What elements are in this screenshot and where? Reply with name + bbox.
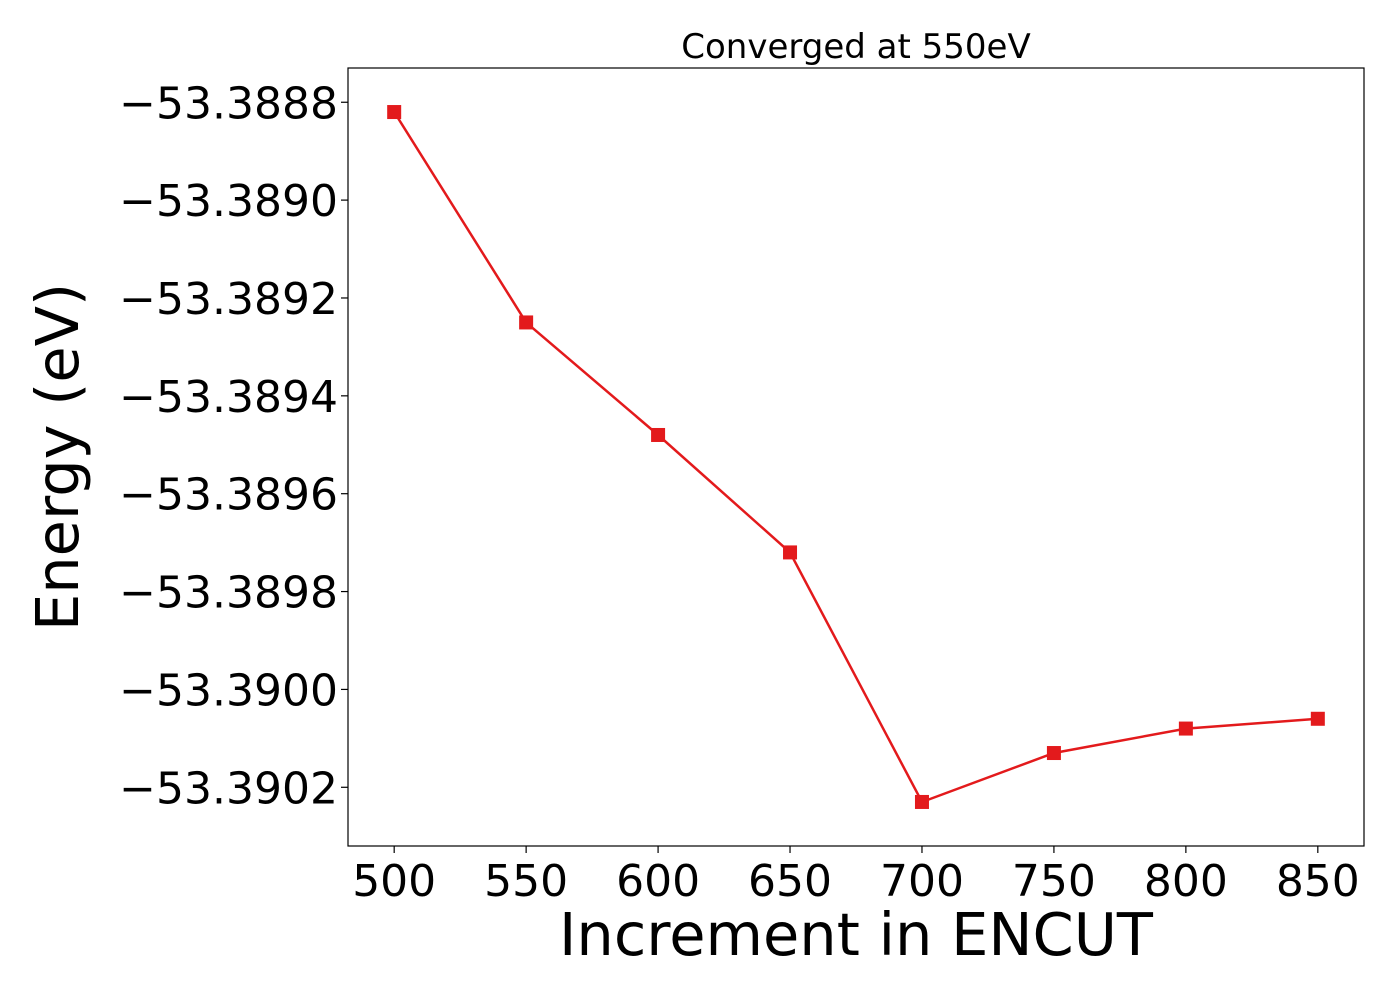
data-point-marker xyxy=(914,794,929,809)
data-point-marker xyxy=(1310,711,1325,726)
data-point-marker xyxy=(783,545,798,560)
x-tick-label: 800 xyxy=(1144,856,1228,907)
y-tick-label: −53.3896 xyxy=(119,470,338,521)
x-tick-label: 750 xyxy=(1012,856,1096,907)
x-tick-label: 850 xyxy=(1276,856,1360,907)
y-tick-label: −53.3890 xyxy=(119,176,338,227)
series-layer xyxy=(387,105,1325,809)
data-point-marker xyxy=(651,427,666,442)
x-tick-label: 550 xyxy=(484,856,568,907)
data-point-marker xyxy=(1046,746,1061,761)
x-axis-ticks: 500 550 600 650 700 750 800 850 xyxy=(352,846,1360,907)
y-tick-label: −53.3900 xyxy=(119,665,338,716)
y-tick-label: −53.3902 xyxy=(119,763,338,814)
x-axis-label: Increment in ENCUT xyxy=(559,900,1154,969)
x-tick-label: 650 xyxy=(748,856,832,907)
plot-frame xyxy=(347,67,1365,847)
x-tick-label: 500 xyxy=(352,856,436,907)
data-point-marker xyxy=(519,315,534,330)
y-axis-ticks: −53.3888 −53.3890 −53.3892 −53.3894 −53.3896… xyxy=(119,78,348,814)
data-point-marker xyxy=(1178,721,1193,736)
chart-title: Converged at 550eV xyxy=(681,27,1030,67)
y-axis-label: Energy (eV) xyxy=(23,283,92,631)
x-tick-label: 700 xyxy=(880,856,964,907)
x-tick-label: 600 xyxy=(616,856,700,907)
y-tick-label: −53.3898 xyxy=(119,568,338,619)
y-tick-label: −53.3892 xyxy=(119,274,338,325)
series-line xyxy=(393,111,1318,804)
y-tick-label: −53.3894 xyxy=(119,372,338,423)
y-tick-label: −53.3888 xyxy=(119,78,338,129)
data-point-marker xyxy=(387,105,402,120)
